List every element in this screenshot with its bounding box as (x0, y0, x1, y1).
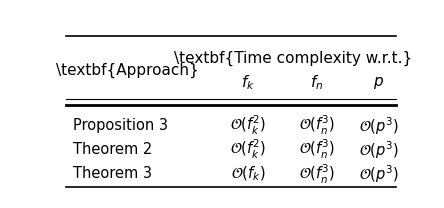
Text: \textbf{Time complexity w.r.t.}: \textbf{Time complexity w.r.t.} (174, 51, 412, 66)
Text: $\mathcal{O}(f_n^3)$: $\mathcal{O}(f_n^3)$ (299, 114, 335, 137)
Text: $f_k$: $f_k$ (241, 73, 255, 92)
Text: $\mathcal{O}(p^3)$: $\mathcal{O}(p^3)$ (359, 139, 399, 161)
Text: Proposition 3: Proposition 3 (73, 118, 168, 133)
Text: $\mathcal{O}(f_k)$: $\mathcal{O}(f_k)$ (231, 165, 266, 183)
Text: $\mathcal{O}(f_k^2)$: $\mathcal{O}(f_k^2)$ (230, 114, 266, 137)
Text: $\mathcal{O}(p^3)$: $\mathcal{O}(p^3)$ (359, 115, 399, 137)
Text: $f_n$: $f_n$ (310, 73, 324, 92)
Text: \textbf{Approach}: \textbf{Approach} (56, 63, 199, 78)
Text: Theorem 3: Theorem 3 (73, 166, 152, 181)
Text: Theorem 2: Theorem 2 (73, 142, 152, 157)
Text: $\mathcal{O}(f_n^3)$: $\mathcal{O}(f_n^3)$ (299, 162, 335, 186)
Text: $\mathcal{O}(f_n^3)$: $\mathcal{O}(f_n^3)$ (299, 138, 335, 161)
Text: $\mathcal{O}(p^3)$: $\mathcal{O}(p^3)$ (359, 163, 399, 185)
Text: $\mathcal{O}(f_k^2)$: $\mathcal{O}(f_k^2)$ (230, 138, 266, 161)
Text: $p$: $p$ (373, 75, 385, 91)
